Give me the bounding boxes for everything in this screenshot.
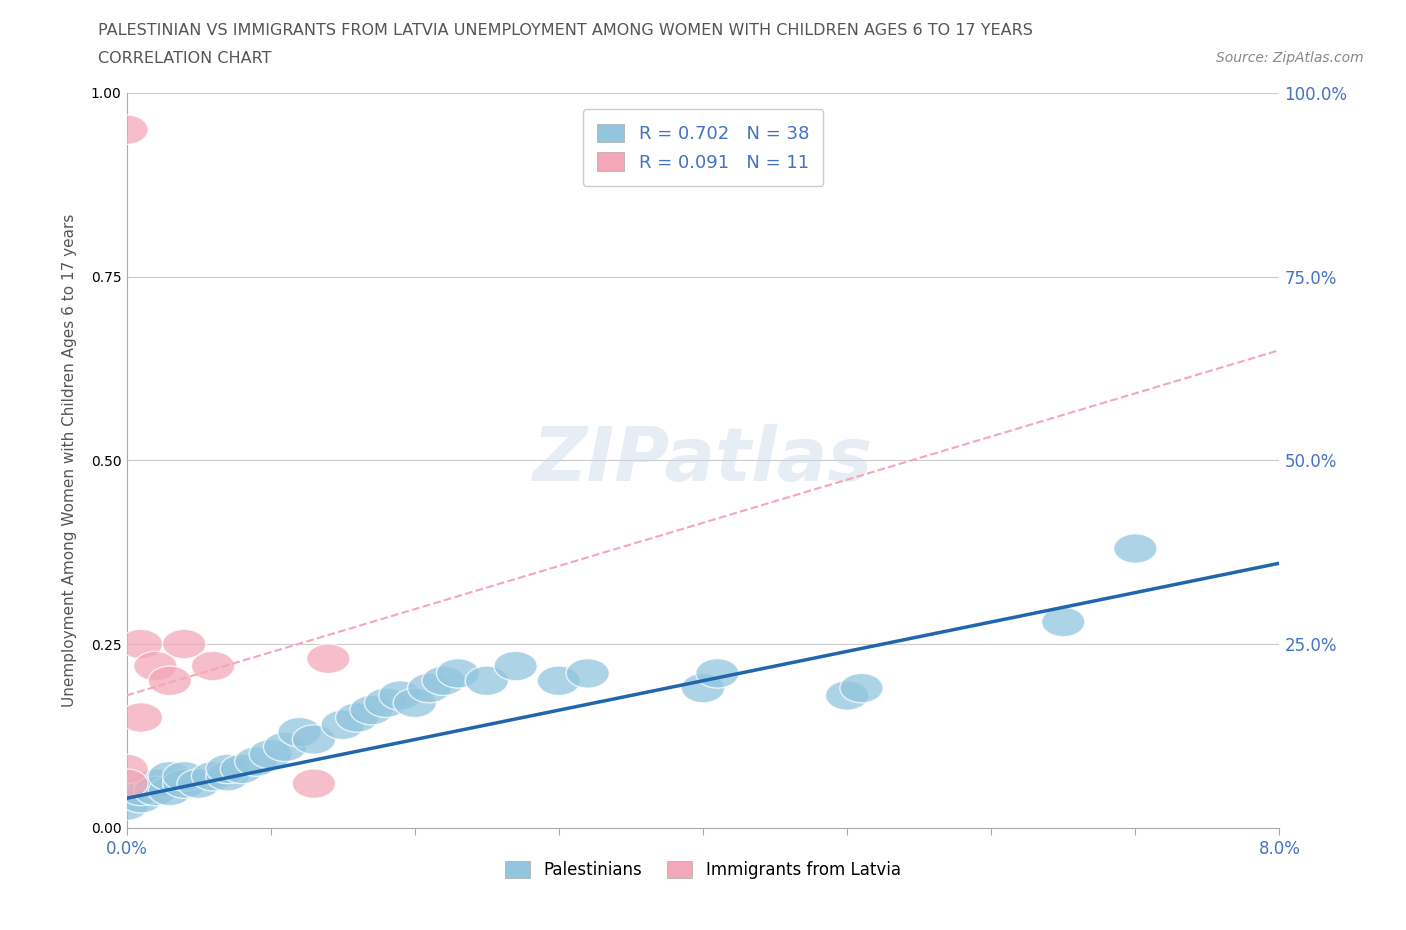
Ellipse shape xyxy=(134,777,177,805)
Ellipse shape xyxy=(364,688,408,718)
Ellipse shape xyxy=(1114,534,1157,564)
Ellipse shape xyxy=(350,696,394,724)
Ellipse shape xyxy=(134,651,177,681)
Ellipse shape xyxy=(148,666,191,696)
Ellipse shape xyxy=(205,762,249,790)
Text: Source: ZipAtlas.com: Source: ZipAtlas.com xyxy=(1216,51,1364,65)
Ellipse shape xyxy=(292,724,336,754)
Ellipse shape xyxy=(105,769,148,798)
Ellipse shape xyxy=(825,681,869,711)
Ellipse shape xyxy=(120,784,163,813)
Ellipse shape xyxy=(105,790,148,820)
Ellipse shape xyxy=(235,747,278,777)
Ellipse shape xyxy=(465,666,509,696)
Text: ZIPatlas: ZIPatlas xyxy=(533,424,873,497)
Ellipse shape xyxy=(537,666,581,696)
Ellipse shape xyxy=(148,762,191,790)
Ellipse shape xyxy=(221,754,263,784)
Ellipse shape xyxy=(378,681,422,711)
Ellipse shape xyxy=(436,658,479,688)
Ellipse shape xyxy=(163,762,205,790)
Ellipse shape xyxy=(839,673,883,703)
Ellipse shape xyxy=(148,777,191,805)
Ellipse shape xyxy=(134,769,177,798)
Ellipse shape xyxy=(177,769,221,798)
Ellipse shape xyxy=(105,754,148,784)
Ellipse shape xyxy=(163,769,205,798)
Ellipse shape xyxy=(292,769,336,798)
Ellipse shape xyxy=(191,651,235,681)
Ellipse shape xyxy=(494,651,537,681)
Y-axis label: Unemployment Among Women with Children Ages 6 to 17 years: Unemployment Among Women with Children A… xyxy=(62,214,77,707)
Ellipse shape xyxy=(205,754,249,784)
Ellipse shape xyxy=(1042,607,1085,637)
Ellipse shape xyxy=(321,711,364,739)
Ellipse shape xyxy=(163,630,205,658)
Ellipse shape xyxy=(307,644,350,673)
Ellipse shape xyxy=(336,703,378,732)
Ellipse shape xyxy=(263,732,307,762)
Ellipse shape xyxy=(422,666,465,696)
Ellipse shape xyxy=(105,115,148,144)
Ellipse shape xyxy=(408,673,451,703)
Ellipse shape xyxy=(249,739,292,769)
Ellipse shape xyxy=(120,703,163,732)
Text: CORRELATION CHART: CORRELATION CHART xyxy=(98,51,271,66)
Ellipse shape xyxy=(191,762,235,790)
Legend: Palestinians, Immigrants from Latvia: Palestinians, Immigrants from Latvia xyxy=(499,854,907,885)
Ellipse shape xyxy=(120,630,163,658)
Ellipse shape xyxy=(120,777,163,805)
Ellipse shape xyxy=(682,673,724,703)
Ellipse shape xyxy=(278,718,321,747)
Ellipse shape xyxy=(567,658,609,688)
Ellipse shape xyxy=(394,688,436,718)
Text: PALESTINIAN VS IMMIGRANTS FROM LATVIA UNEMPLOYMENT AMONG WOMEN WITH CHILDREN AGE: PALESTINIAN VS IMMIGRANTS FROM LATVIA UN… xyxy=(98,23,1033,38)
Ellipse shape xyxy=(696,658,740,688)
